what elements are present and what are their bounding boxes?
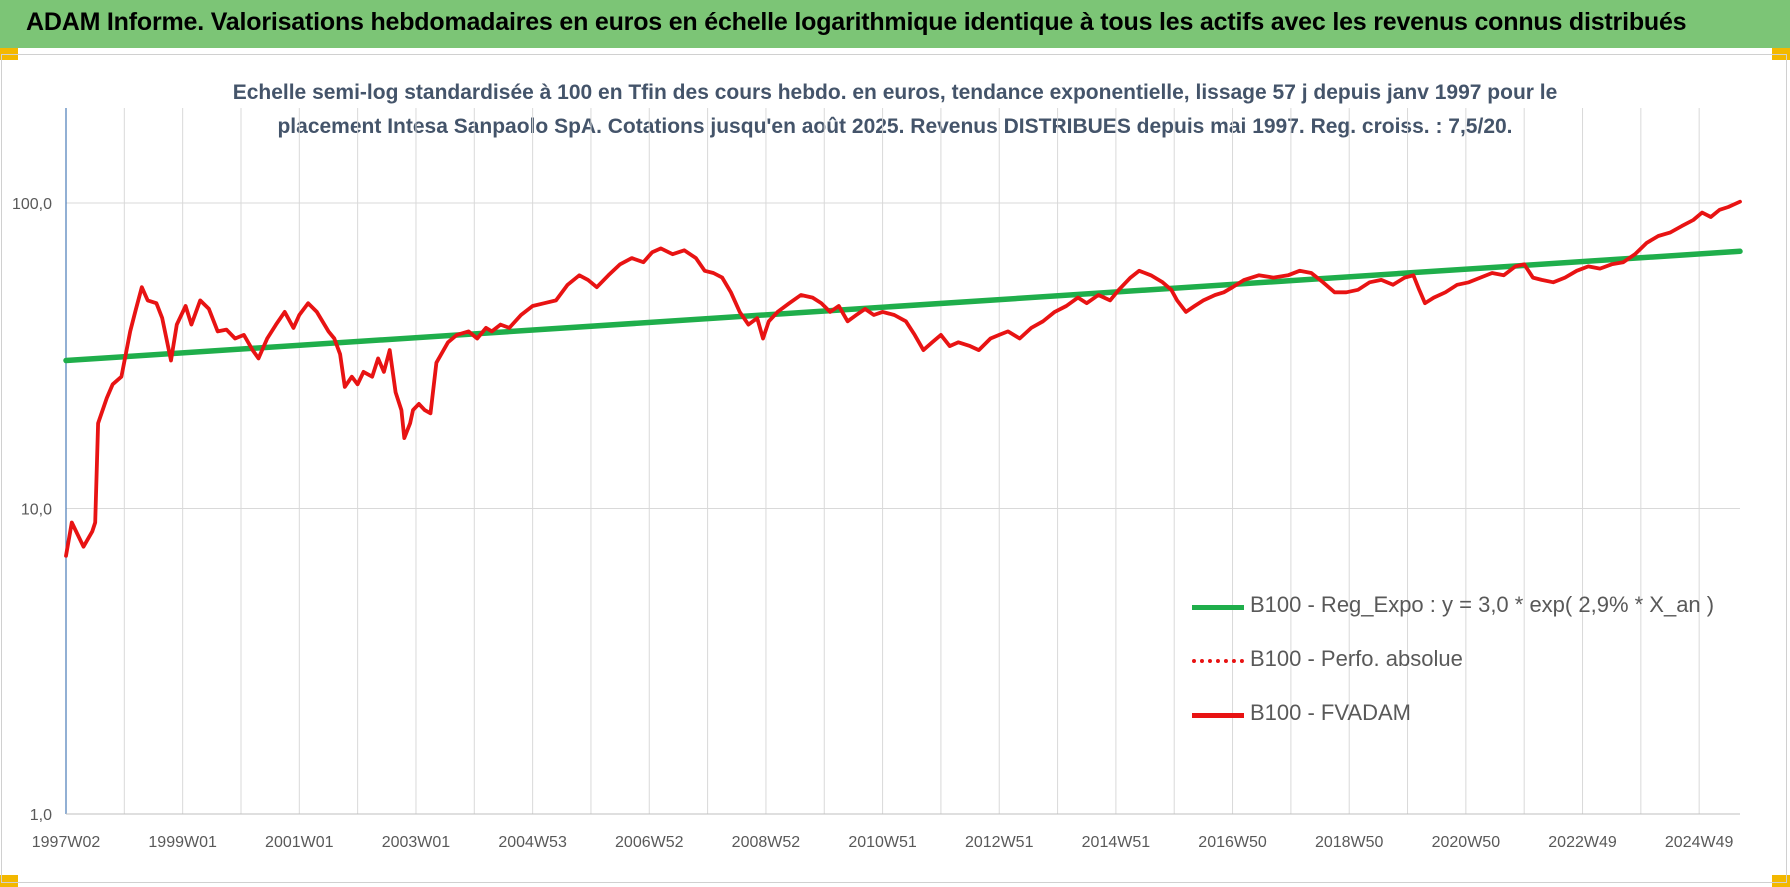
corner-mark-bottom-left [0, 875, 18, 887]
x-tick-label: 2012W51 [965, 834, 1034, 851]
legend-label-fvadam: B100 - FVADAM [1250, 700, 1411, 725]
legend-label-regression: B100 - Reg_Expo : y = 3,0 * exp( 2,9% * … [1250, 592, 1715, 617]
series-fvadam-line [64, 199, 1742, 558]
legend-label-perfo: B100 - Perfo. absolue [1250, 646, 1463, 671]
series-regression-line [63, 248, 1743, 364]
x-tick-label: 2014W51 [1082, 834, 1151, 851]
x-tick-label: 1997W02 [32, 834, 101, 851]
legend-swatch-regression [1192, 605, 1244, 610]
x-tick-label: 2022W49 [1548, 834, 1617, 851]
x-tick-label: 2001W01 [265, 834, 334, 851]
chart-subtitle-line-2: placement Intesa Sanpaolo SpA. Cotations… [277, 115, 1513, 138]
x-tick-label: 2008W52 [732, 834, 801, 851]
chart-subtitle-line-1: Echelle semi-log standardisée à 100 en T… [232, 81, 1558, 104]
header-banner: ADAM Informe. Valorisations hebdomadaire… [0, 0, 1790, 48]
banner-title: ADAM Informe. Valorisations hebdomadaire… [26, 8, 1687, 36]
x-tick-label: 2004W53 [498, 834, 567, 851]
x-tick-label: 2020W50 [1432, 834, 1501, 851]
x-tick-label: 1999W01 [148, 834, 217, 851]
legend-swatch-perfo [1192, 659, 1244, 663]
y-tick-label: 100,0 [12, 196, 52, 213]
x-tick-label: 2010W51 [848, 834, 917, 851]
x-tick-label: 2003W01 [382, 834, 451, 851]
chart-subtitle: Echelle semi-log standardisée à 100 en T… [0, 76, 1790, 144]
y-tick-label: 10,0 [21, 502, 52, 519]
x-tick-label: 2018W50 [1315, 834, 1384, 851]
x-tick-label: 2006W52 [615, 834, 684, 851]
x-tick-label: 2024W49 [1665, 834, 1734, 851]
corner-mark-bottom-right [1772, 875, 1790, 887]
y-tick-label: 1,0 [30, 807, 52, 824]
legend-swatch-fvadam [1192, 713, 1244, 718]
x-tick-label: 2016W50 [1198, 834, 1267, 851]
chart-frame [1, 54, 1787, 883]
